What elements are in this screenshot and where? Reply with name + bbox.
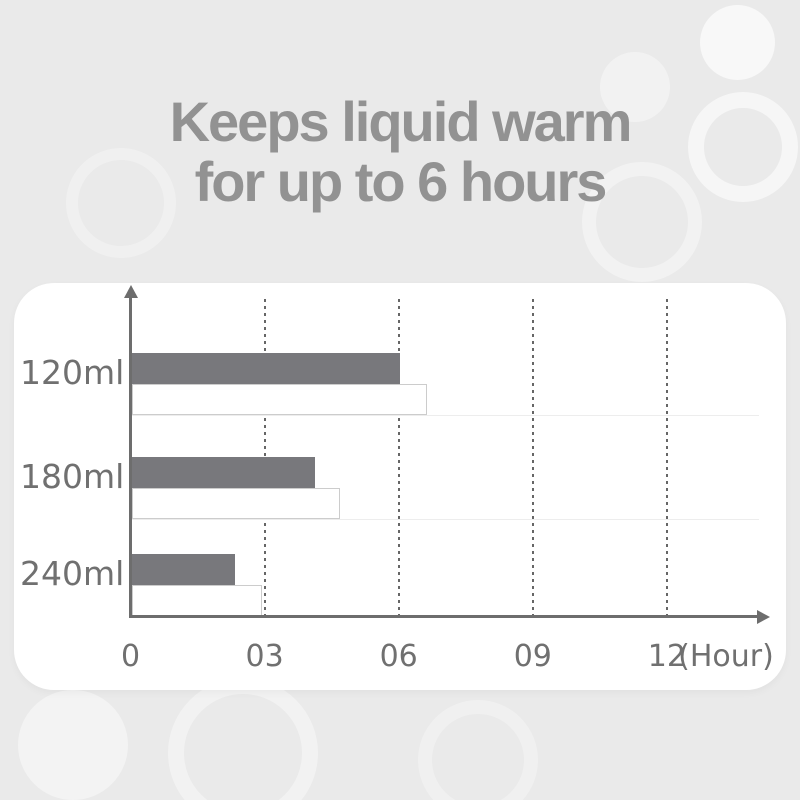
- page-title: Keeps liquid warm for up to 6 hours: [0, 92, 800, 212]
- decorative-circle: [600, 52, 670, 122]
- chart-card: 120ml 180ml 240ml 0 03 06 09 12 (Hour): [14, 283, 786, 690]
- gridline: [531, 299, 534, 617]
- x-axis-arrow-icon: [757, 609, 770, 624]
- decorative-circle: [700, 5, 775, 80]
- category-label: 120ml: [20, 353, 125, 392]
- bar-filled: [132, 353, 401, 384]
- x-tick-label: 09: [513, 639, 552, 674]
- category-label: 180ml: [20, 457, 125, 496]
- y-axis-line: [129, 296, 132, 617]
- title-line-2: for up to 6 hours: [194, 150, 608, 213]
- x-axis-line: [129, 615, 758, 618]
- decorative-ring: [418, 700, 538, 800]
- bar-filled: [132, 554, 235, 585]
- x-axis-unit: (Hour): [678, 639, 774, 674]
- bar-outline: [132, 585, 262, 616]
- x-tick-label: 12: [647, 639, 686, 674]
- category-label: 240ml: [20, 554, 125, 593]
- bar-chart: 120ml 180ml 240ml 0 03 06 09 12 (Hour): [14, 283, 786, 690]
- gridline: [397, 299, 400, 617]
- x-tick-label: 0: [120, 639, 141, 674]
- bar-outline: [132, 488, 340, 519]
- y-axis-arrow-icon: [123, 285, 138, 298]
- x-tick-label: 03: [245, 639, 284, 674]
- gridline: [665, 299, 668, 617]
- bar-filled: [132, 457, 316, 488]
- title-line-1: Keeps liquid warm: [169, 90, 633, 153]
- bar-outline: [132, 384, 428, 415]
- row-separator: [132, 415, 759, 416]
- decorative-circle: [18, 690, 128, 800]
- decorative-ring: [168, 678, 318, 800]
- x-tick-label: 06: [379, 639, 418, 674]
- row-separator: [132, 519, 759, 520]
